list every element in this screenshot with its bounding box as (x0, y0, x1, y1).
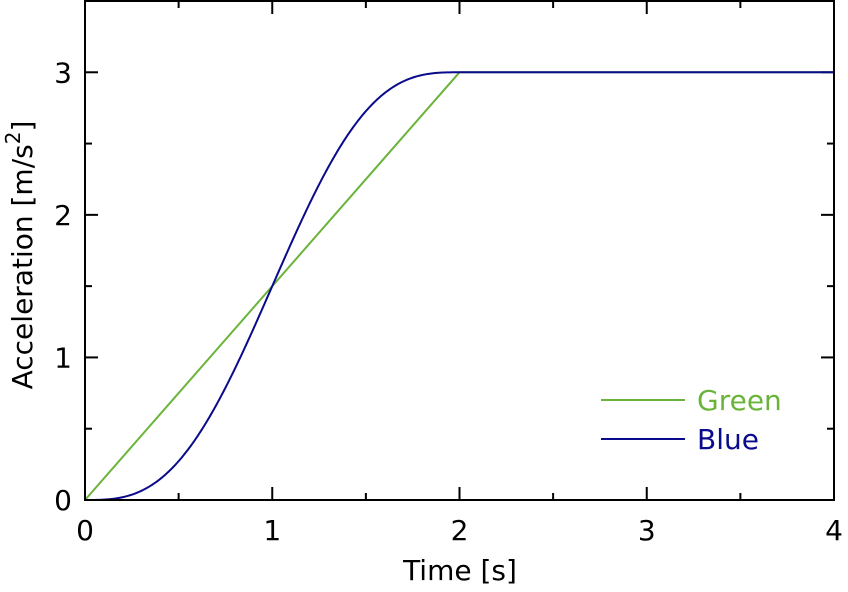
y-tick-label: 1 (54, 341, 72, 374)
axis-ticks (84, 1, 835, 501)
x-tick-label: 4 (825, 514, 843, 547)
legend-label-blue: Blue (697, 423, 759, 456)
y-axis-label: Acceleration [m/s2] (1, 121, 39, 390)
series-layer (84, 71, 834, 501)
tick-labels: 0 1 2 3 4 0 1 2 3 (54, 56, 843, 547)
legend: Green Blue (601, 384, 782, 456)
x-tick-label: 1 (263, 514, 281, 547)
y-tick-label: 0 (54, 484, 72, 517)
y-tick-label: 3 (54, 56, 72, 89)
series-line-blue (85, 71, 834, 501)
x-tick-label: 0 (76, 514, 94, 547)
x-axis-label: Time [s] (402, 554, 517, 587)
x-tick-label: 3 (638, 514, 656, 547)
plot-frame (84, 0, 835, 501)
x-tick-label: 2 (451, 514, 469, 547)
legend-label-green: Green (697, 384, 782, 417)
y-tick-label: 2 (54, 199, 72, 232)
